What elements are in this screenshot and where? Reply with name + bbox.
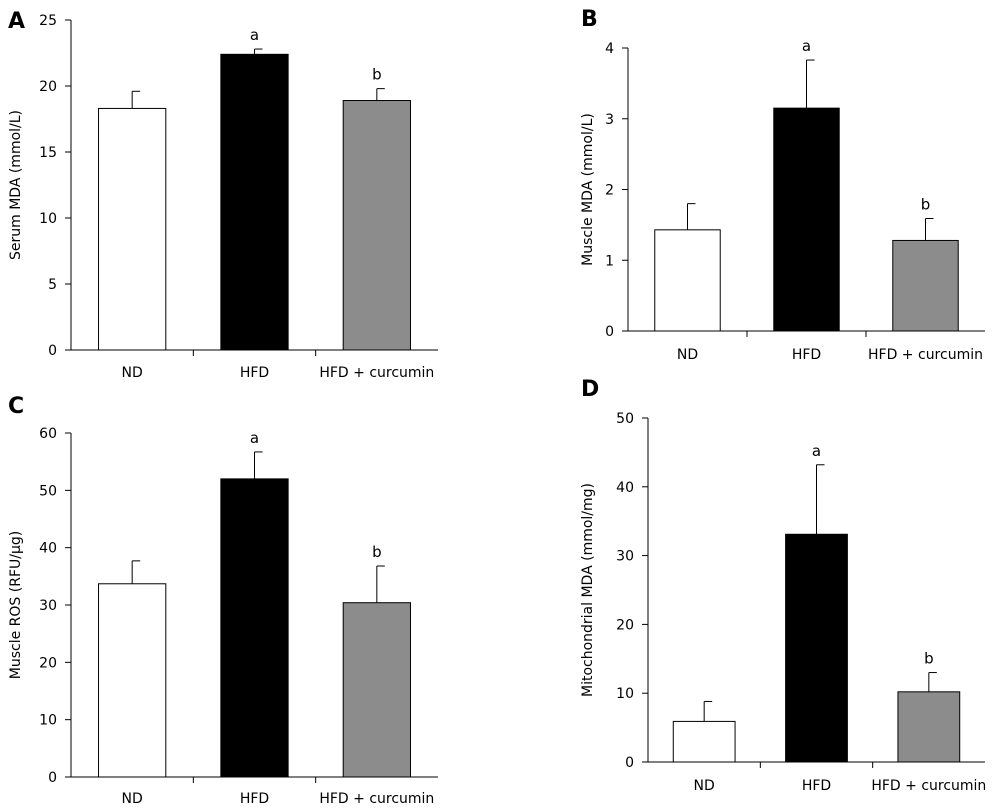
y-axis-title: Mitochondrial MDA (mmol/mg) — [580, 483, 596, 697]
x-category-label: HFD — [240, 365, 269, 381]
bar-hfd — [773, 107, 840, 332]
chart-panel-b: B 0 1 2 3 4 Muscle MDA (mmol/L) ND a HFD b HFD + cu… — [580, 7, 985, 363]
y-tick-label: 50 — [616, 411, 634, 427]
y-tick-label: 10 — [616, 686, 634, 702]
significance-label: b — [372, 543, 382, 561]
y-tick-label: 0 — [48, 343, 57, 359]
panel-letter: A — [8, 9, 25, 34]
y-tick-label: 3 — [605, 112, 614, 128]
panel-letter: C — [8, 394, 24, 419]
chart-panel-d: D 0 10 20 30 40 50 Mitochondrial MDA (mmol/mg) N… — [580, 377, 986, 794]
y-tick-label: 20 — [616, 617, 634, 633]
bar-hfd — [220, 53, 289, 351]
bar-nd — [98, 107, 167, 351]
significance-label: a — [802, 37, 811, 55]
chart-panel-a: A 0 5 10 15 20 25 Serum MDA (mmol/L) ND a HFD b HFD … — [8, 9, 438, 381]
y-axis-title: Muscle ROS (RFU/μg) — [8, 531, 24, 679]
bar-nd — [672, 720, 736, 763]
y-tick-label: 5 — [48, 277, 57, 293]
y-tick-label: 40 — [616, 480, 634, 496]
x-category-label: ND — [677, 347, 698, 363]
x-category-label: HFD — [792, 347, 821, 363]
y-tick-label: 4 — [605, 41, 614, 57]
bar-hfd-curcumin — [897, 691, 961, 763]
y-tick-label: 25 — [39, 13, 57, 29]
significance-label: a — [250, 26, 259, 44]
significance-label: b — [921, 196, 931, 214]
y-tick-label: 0 — [605, 324, 614, 340]
y-tick-label: 10 — [39, 211, 57, 227]
chart-panel-c: C 0 10 20 30 40 50 60 Muscle ROS (RFU/μg) ND a HFD b… — [8, 394, 438, 807]
significance-label: b — [372, 66, 382, 84]
x-category-label: HFD — [240, 791, 269, 807]
y-tick-label: 40 — [39, 541, 57, 557]
y-tick-label: 60 — [39, 426, 57, 442]
y-tick-label: 1 — [605, 253, 614, 269]
y-axis-title: Muscle MDA (mmol/L) — [580, 113, 596, 266]
significance-label: b — [924, 650, 934, 668]
x-category-label: HFD + curcumin — [319, 791, 434, 807]
bar-hfd — [220, 478, 289, 778]
x-category-label: HFD + curcumin — [868, 347, 983, 363]
y-tick-label: 10 — [39, 713, 57, 729]
y-tick-label: 30 — [616, 549, 634, 565]
bar-hfd-curcumin — [342, 602, 411, 778]
bar-hfd-curcumin — [892, 239, 959, 332]
x-category-label: ND — [694, 778, 715, 794]
panel-letter: D — [581, 377, 599, 402]
y-tick-label: 20 — [39, 79, 57, 95]
y-tick-label: 2 — [605, 183, 614, 199]
bar-nd — [654, 229, 721, 332]
y-tick-label: 20 — [39, 655, 57, 671]
significance-label: a — [250, 429, 259, 447]
x-category-label: HFD + curcumin — [871, 778, 986, 794]
bar-hfd — [785, 533, 848, 763]
significance-label: a — [812, 442, 821, 460]
y-axis-title: Serum MDA (mmol/L) — [8, 110, 24, 260]
y-tick-label: 0 — [625, 755, 634, 771]
x-category-label: ND — [122, 791, 143, 807]
bar-nd — [98, 583, 167, 778]
x-category-label: HFD — [802, 778, 831, 794]
x-category-label: HFD + curcumin — [319, 365, 434, 381]
panel-letter: B — [581, 7, 598, 32]
y-tick-label: 0 — [48, 770, 57, 786]
y-tick-label: 30 — [39, 598, 57, 614]
bar-hfd-curcumin — [342, 100, 411, 351]
x-category-label: ND — [122, 365, 143, 381]
y-tick-label: 50 — [39, 483, 57, 499]
y-tick-label: 15 — [39, 145, 57, 161]
